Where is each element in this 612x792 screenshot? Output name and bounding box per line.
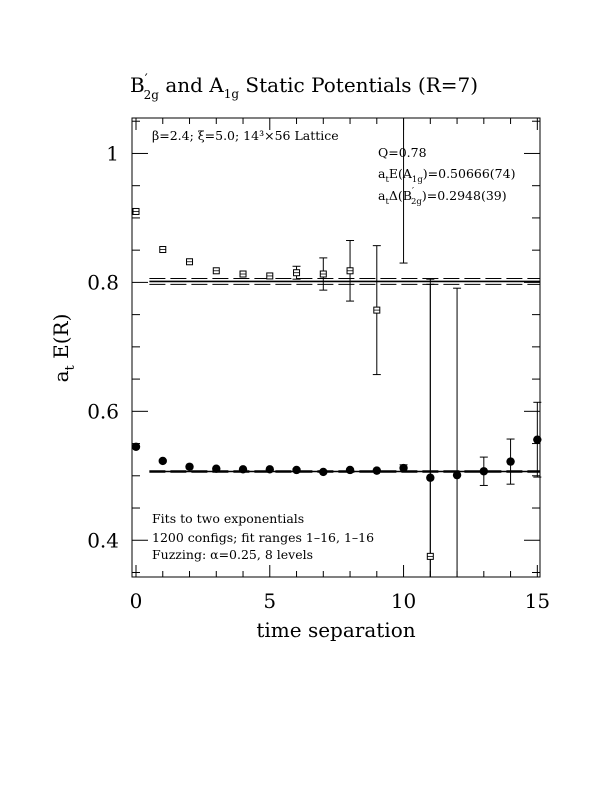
e-mid: E(A — [389, 166, 413, 181]
e-rest: )=0.50666(74) — [423, 166, 516, 181]
title-part1-sub: 2g — [144, 88, 160, 102]
title-part2: and A — [159, 73, 224, 97]
lattice-annotation: β=2.4; ξ=5.0; 14³×56 Lattice — [152, 128, 339, 143]
marker-circle — [185, 462, 194, 471]
title-part3: Static Potentials (R=7) — [239, 73, 478, 97]
d-a: a — [378, 188, 386, 203]
data-point — [399, 118, 408, 264]
x-tick-label: 15 — [525, 589, 550, 613]
data-point — [212, 464, 221, 473]
data-point — [506, 438, 515, 485]
x-tick-label: 0 — [130, 589, 143, 613]
data-point — [479, 456, 489, 486]
data-point — [292, 265, 301, 280]
data-point — [346, 239, 355, 302]
chart-title: B′ 2g and A1g Static Potentials (R=7) — [130, 72, 478, 102]
q-annotation: Q=0.78 — [378, 145, 427, 160]
x-axis-label: time separation — [256, 618, 415, 642]
y-label-rest: E(R) — [49, 314, 73, 366]
marker-circle — [345, 465, 355, 475]
data-point — [186, 258, 194, 266]
data-point — [238, 465, 248, 474]
data-point — [212, 267, 220, 275]
fit-annotation-3: Fuzzing: α=0.25, 8 levels — [152, 547, 313, 562]
data-point — [399, 463, 408, 473]
data-point — [265, 465, 274, 474]
marker-circle — [212, 464, 221, 473]
axis-ticks: 0 5 10 15 0.4 0.6 0.8 1 — [87, 118, 550, 613]
title-part1: B — [130, 73, 145, 97]
y-tick-label: 0.8 — [87, 270, 119, 294]
x-tick-label: 10 — [391, 589, 416, 613]
x-tick-label: 5 — [263, 589, 276, 613]
data-point — [239, 270, 247, 278]
fit-annotation-2: 1200 configs; fit ranges 1–16, 1–16 — [152, 530, 374, 545]
data-point — [533, 401, 542, 478]
data-point — [426, 278, 435, 577]
y-tick-label: 0.4 — [87, 528, 119, 552]
data-point — [345, 465, 355, 475]
d-t: t — [385, 197, 389, 207]
marker-circle — [158, 456, 167, 466]
data-point — [131, 442, 141, 451]
data-point — [292, 465, 301, 475]
title-part1-sup: ′ — [145, 72, 148, 87]
data-point — [266, 272, 274, 280]
y-label-a: a — [49, 370, 73, 382]
e-sub: 1g — [412, 175, 423, 185]
data-point — [159, 246, 167, 254]
delta-b2g-annotation: atΔ(B′ 2g)=0.2948(39) — [378, 187, 507, 207]
d-mid: Δ(B — [389, 188, 412, 203]
e-a: a — [378, 166, 386, 181]
d-sup: ′ — [412, 187, 414, 197]
marker-circle — [319, 467, 328, 477]
d-rest: )=0.2948(39) — [422, 188, 507, 203]
y-tick-label: 1 — [106, 141, 119, 165]
y-axis-label: at E(R) — [49, 314, 78, 383]
d-sub: 2g — [411, 197, 422, 207]
fit-lines — [149, 278, 540, 473]
e-t: t — [385, 175, 389, 185]
marker-circle — [399, 463, 408, 473]
data-point — [372, 466, 381, 475]
data-point — [319, 467, 328, 477]
marker-circle — [265, 465, 274, 474]
y-label-t: t — [63, 364, 78, 370]
marker-circle — [452, 470, 462, 480]
data-point — [372, 245, 381, 376]
title-part2-sub: 1g — [224, 87, 240, 101]
data-point — [452, 287, 462, 577]
marker-circle — [238, 465, 248, 474]
marker-circle — [533, 435, 542, 444]
data-point — [132, 207, 140, 215]
marker-circle — [292, 465, 301, 475]
fit-annotation-1: Fits to two exponentials — [152, 511, 304, 526]
y-tick-label: 0.6 — [87, 399, 119, 423]
marker-circle — [479, 467, 489, 476]
plot-border — [131, 117, 541, 578]
marker-circle — [506, 457, 515, 466]
marker-circle — [372, 466, 381, 475]
data-point — [158, 456, 167, 466]
plot-frame — [131, 117, 541, 578]
marker-circle — [131, 442, 141, 451]
data-point — [185, 462, 194, 471]
energy-a1g-annotation: atE(A1g)=0.50666(74) — [378, 166, 515, 185]
data-point — [319, 257, 328, 291]
data-points — [131, 118, 542, 577]
